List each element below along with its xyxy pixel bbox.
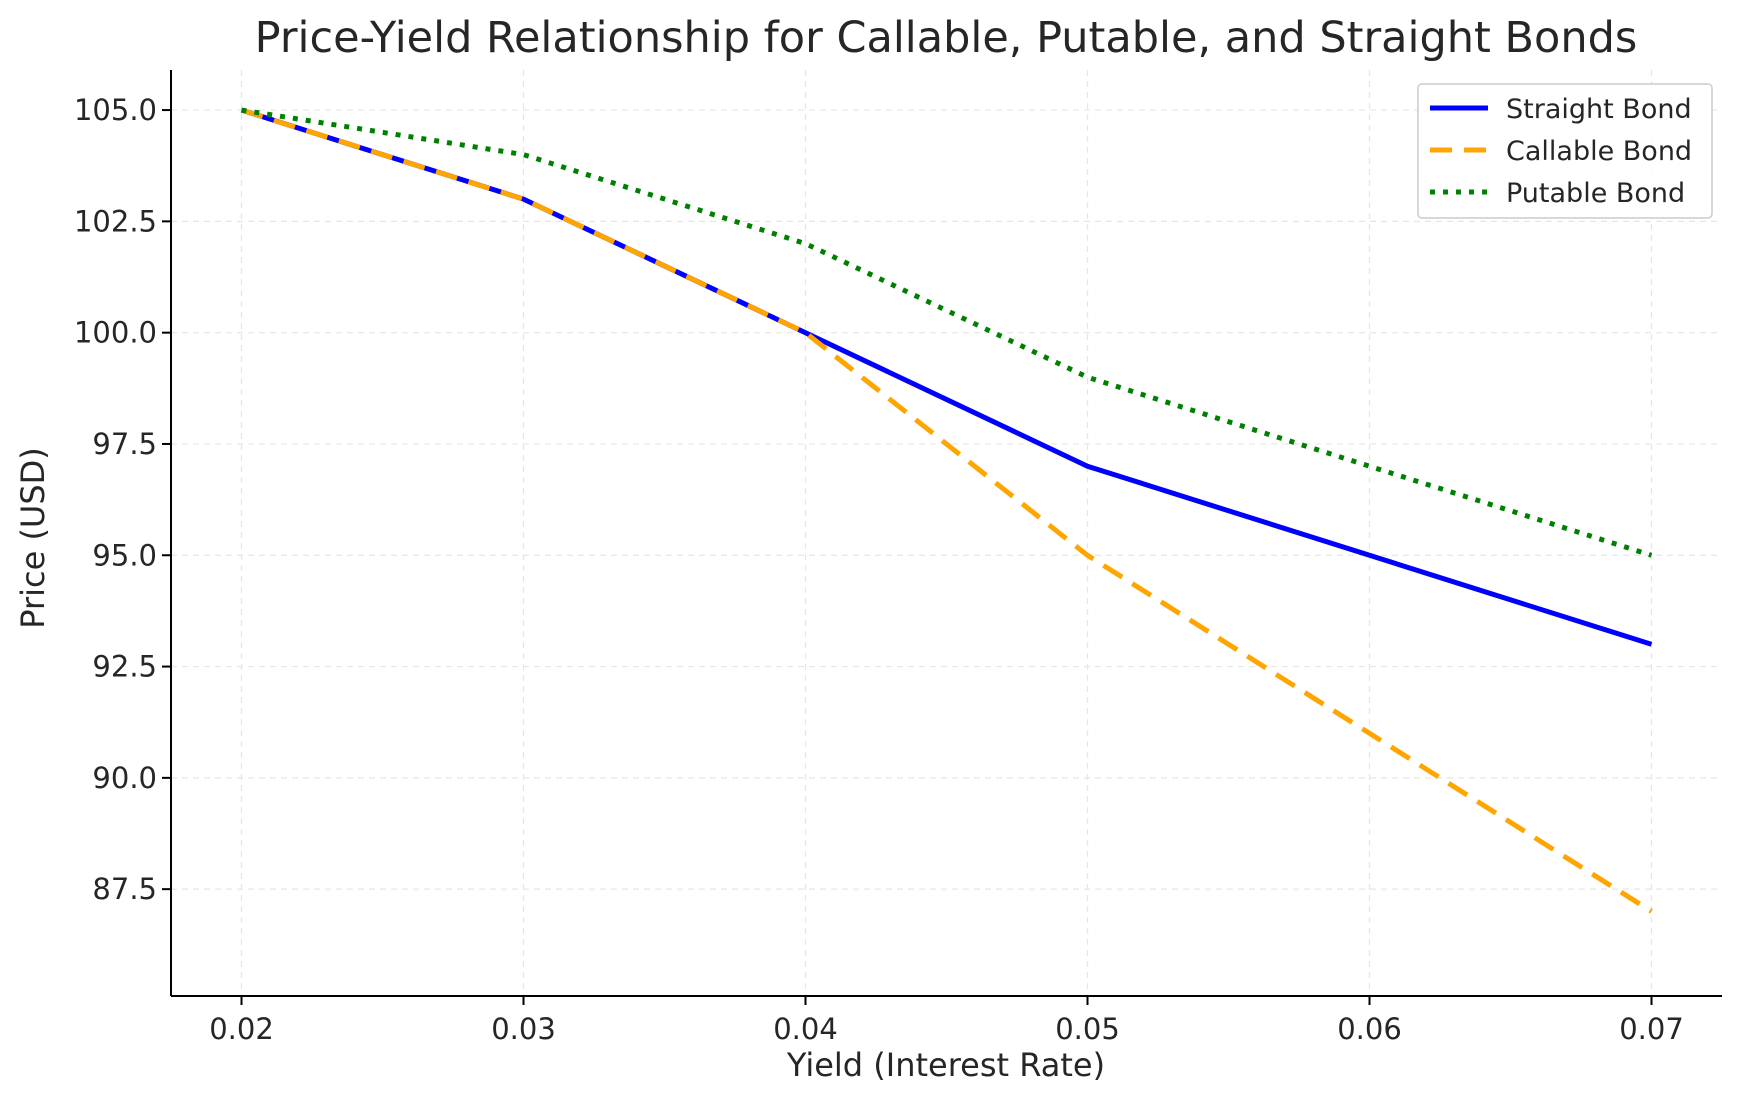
chart-title: Price-Yield Relationship for Callable, P… [255,13,1638,63]
y-tick-label: 100.0 [74,316,157,350]
y-tick-label: 102.5 [74,204,157,238]
y-ticks: 87.5 90.0 92.5 95.0 97.5 100.0 102.5 105.0 [74,93,171,906]
y-tick-label: 90.0 [92,761,157,795]
legend-box [1417,83,1713,219]
legend-label-straight-bond: Straight Bond [1506,94,1692,125]
legend-label-putable-bond: Putable Bond [1506,178,1685,209]
axes-layer [170,70,1722,997]
x-tick-label: 0.05 [1055,1012,1120,1046]
y-tick-label: 95.0 [92,538,157,572]
legend: Straight Bond Callable Bond Putable Bond [1417,83,1713,219]
x-ticks: 0.02 0.03 0.04 0.05 0.06 0.07 [209,996,1684,1046]
x-tick-label: 0.06 [1337,1012,1402,1046]
x-tick-label: 0.02 [209,1012,274,1046]
series-line-callable-bond [240,107,1653,914]
y-axis-label: Price (USD) [14,447,52,629]
x-tick-label: 0.03 [491,1012,556,1046]
x-axis-label: Yield (Interest Rate) [786,1046,1105,1084]
y-tick-label: 87.5 [92,872,157,906]
series-layer [240,107,1653,914]
x-tick-label: 0.07 [1619,1012,1684,1046]
x-tick-label: 0.04 [773,1012,838,1046]
y-tick-label: 105.0 [74,93,157,127]
legend-label-callable-bond: Callable Bond [1506,136,1692,167]
y-tick-label: 97.5 [92,427,157,461]
y-tick-label: 92.5 [92,650,157,684]
series-line-putable-bond [241,107,1653,558]
